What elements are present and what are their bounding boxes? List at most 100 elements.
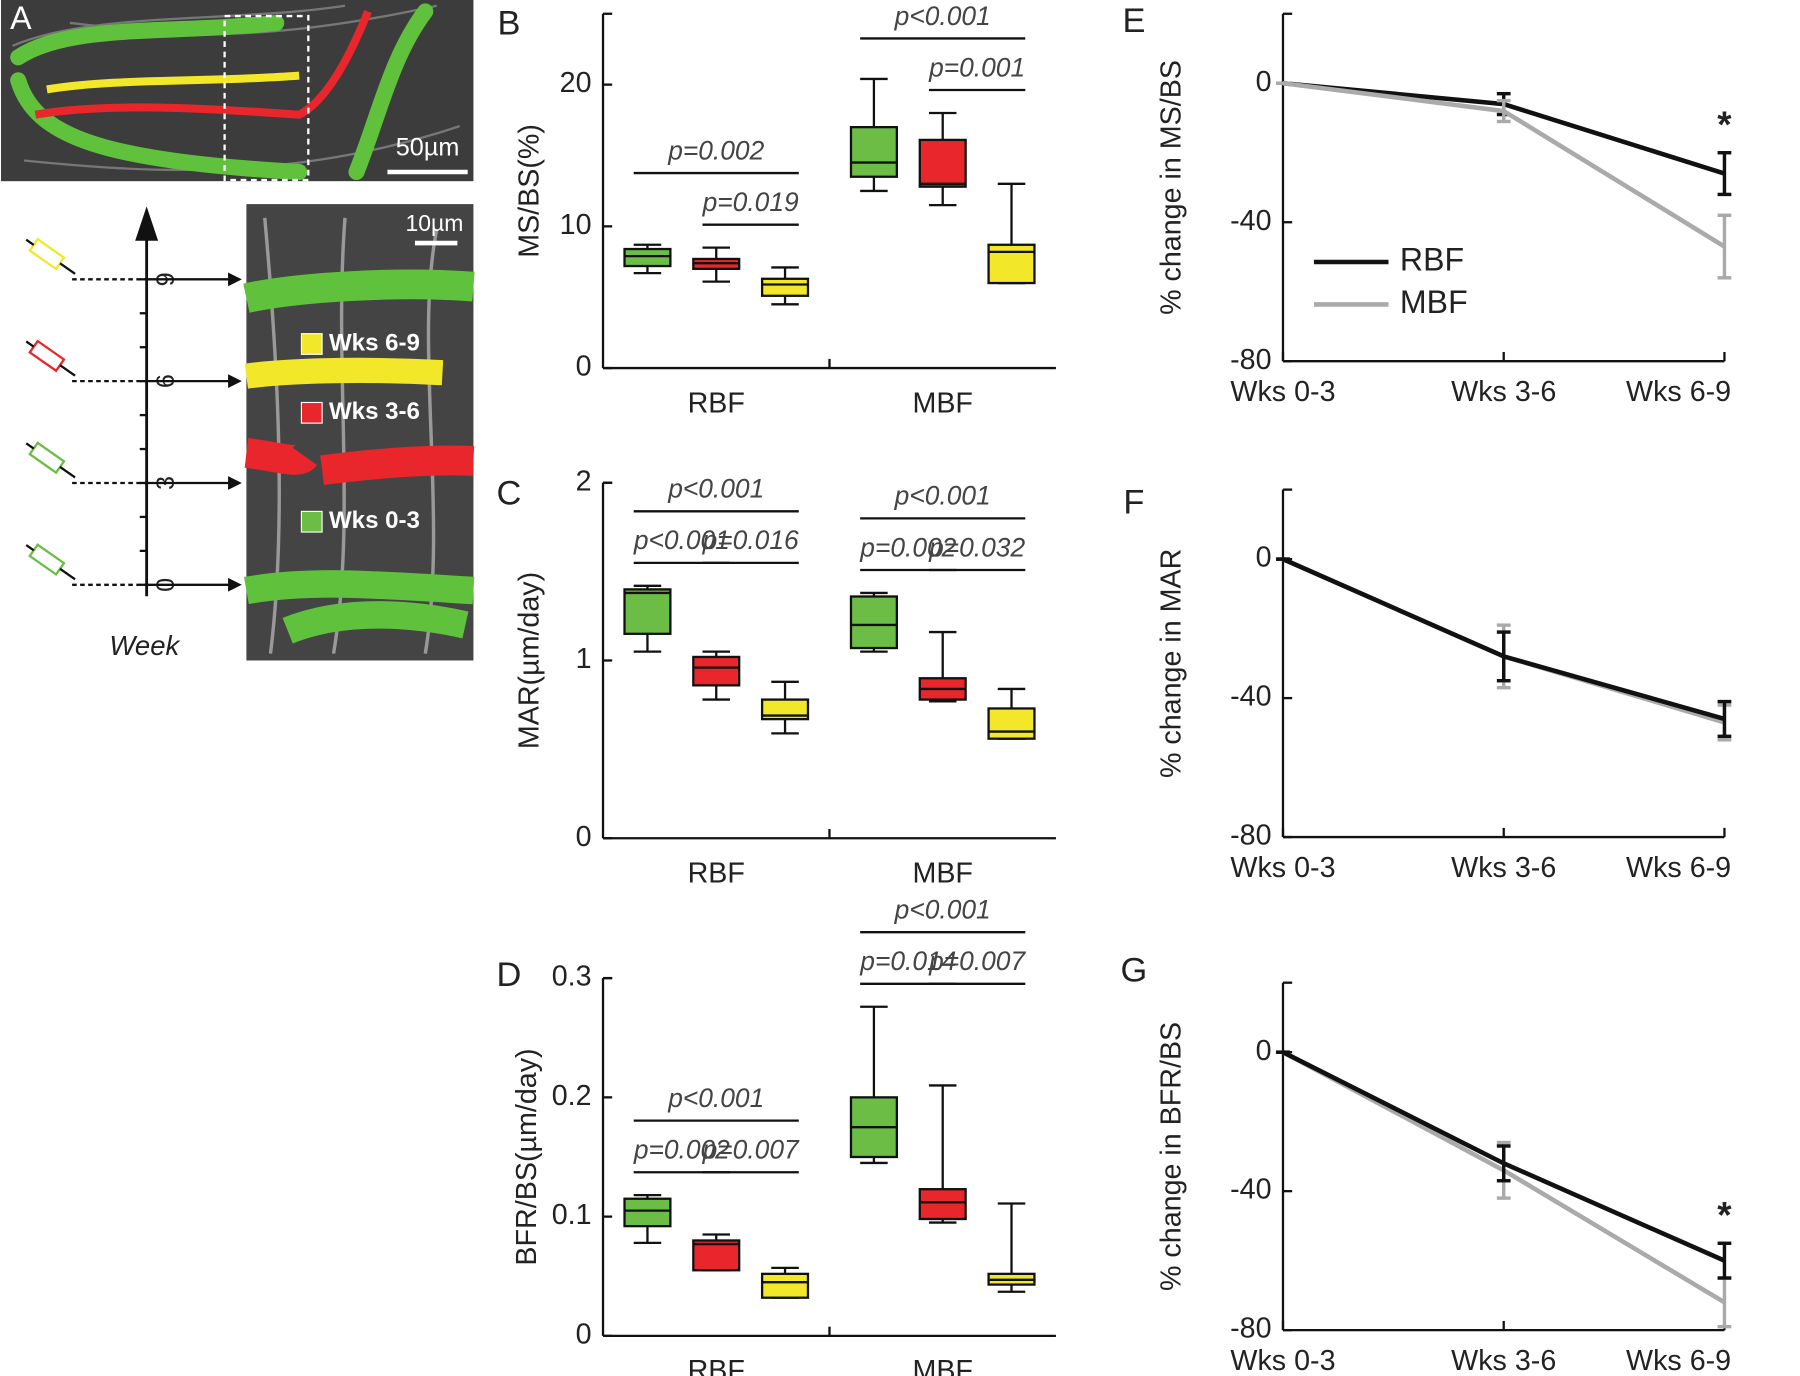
p-value: p<0.001 xyxy=(667,474,764,504)
syringe-needle xyxy=(59,567,76,581)
panel-label: B xyxy=(498,4,521,42)
green-label xyxy=(243,570,475,644)
y-tick-label: 0 xyxy=(1256,1035,1272,1067)
y-axis-label: MS/BS(%) xyxy=(513,124,545,258)
legend-label: Wks 0-3 xyxy=(329,507,420,534)
syringe-plunger xyxy=(25,340,35,348)
p-value: p<0.001 xyxy=(894,1,991,31)
x-tick-label: Wks 0-3 xyxy=(1230,852,1335,884)
x-tick-label: RBF xyxy=(688,857,745,889)
y-tick-label: -80 xyxy=(1230,1313,1271,1345)
box xyxy=(849,595,898,650)
y-tick-label: 20 xyxy=(560,67,592,99)
p-value: p<0.001 xyxy=(894,481,991,511)
scale-label: 50µm xyxy=(396,134,460,162)
y-axis-label: BFR/BS(µm/day) xyxy=(511,1048,543,1265)
panel-label: E xyxy=(1122,2,1145,40)
y-tick-label: 2 xyxy=(576,465,592,497)
p-value: p=0.002 xyxy=(633,1135,730,1165)
legend-label: Wks 3-6 xyxy=(329,398,420,425)
box xyxy=(760,277,810,297)
p-value: p=0.002 xyxy=(859,532,956,562)
x-tick-label: Wks 3-6 xyxy=(1451,376,1556,408)
green-label xyxy=(243,269,475,313)
p-value: p=0.007 xyxy=(928,946,1026,976)
box xyxy=(623,247,672,268)
red-label xyxy=(244,438,475,485)
box xyxy=(623,588,672,635)
x-tick-label: MBF xyxy=(912,387,973,419)
x-tick-label: Wks 6-9 xyxy=(1626,376,1731,408)
box xyxy=(760,698,810,721)
y-axis-label: % change in MS/BS xyxy=(1155,60,1187,315)
syringe-needle xyxy=(59,262,76,275)
zoom-box xyxy=(223,14,310,182)
syringe-needle xyxy=(59,364,76,377)
y-tick-label: 0.3 xyxy=(552,961,592,993)
x-tick-label: RBF xyxy=(688,387,745,419)
p-value: p=0.019 xyxy=(702,187,799,217)
arrow-head xyxy=(228,374,242,389)
syringe xyxy=(25,543,76,581)
syringe-plunger xyxy=(25,544,35,552)
arrow-head xyxy=(228,272,242,287)
panel-label: A xyxy=(10,0,32,36)
y-tick-label: 0 xyxy=(576,351,592,383)
box xyxy=(918,1188,967,1221)
syringe-body xyxy=(28,237,66,271)
syringe xyxy=(25,237,76,275)
legend-label: MBF xyxy=(1400,284,1468,320)
p-value: p<0.001 xyxy=(894,895,991,925)
y-axis-label: % change in MAR xyxy=(1155,549,1187,778)
y-tick-label: -40 xyxy=(1230,205,1271,237)
y-tick-label: -80 xyxy=(1230,344,1271,376)
box xyxy=(692,1239,741,1272)
syringe xyxy=(25,339,76,377)
p-value: p=0.001 xyxy=(928,52,1025,82)
p-value: p=0.014 xyxy=(859,946,956,976)
y-tick-label: -40 xyxy=(1230,1174,1271,1206)
arrow-head xyxy=(228,577,242,592)
y-tick-label: 1 xyxy=(576,643,592,675)
x-tick-label: MBF xyxy=(912,1355,973,1376)
yellow-label xyxy=(46,71,300,94)
y-tick-label: 10 xyxy=(560,209,592,241)
red-label xyxy=(34,9,372,119)
panel-label: G xyxy=(1121,951,1148,989)
box xyxy=(692,655,741,687)
legend-label: RBF xyxy=(1400,241,1464,277)
x-tick-label: Wks 0-3 xyxy=(1230,376,1335,408)
y-tick-label: 0 xyxy=(1256,66,1272,98)
x-tick-label: Wks 6-9 xyxy=(1626,1345,1731,1376)
panel-label: F xyxy=(1123,484,1144,522)
arrow-head xyxy=(228,476,242,490)
p-value: p=0.016 xyxy=(702,525,799,555)
p-value: p=0.002 xyxy=(667,135,764,165)
y-tick-label: 0 xyxy=(1256,542,1272,574)
y-axis-label: MAR(µm/day) xyxy=(513,572,545,749)
syringe-body xyxy=(28,339,66,373)
y-tick-label: 0 xyxy=(576,1318,592,1350)
syringe-body xyxy=(28,543,66,577)
box xyxy=(623,1197,672,1228)
yellow-label xyxy=(244,357,444,389)
x-tick-label: RBF xyxy=(688,1355,745,1376)
y-axis-label: % change in BFR/BS xyxy=(1155,1022,1187,1291)
x-tick-label: Wks 0-3 xyxy=(1230,1345,1335,1376)
box xyxy=(987,707,1036,740)
panel-label: C xyxy=(497,474,522,512)
x-tick-label: MBF xyxy=(912,857,973,889)
syringe-needle xyxy=(59,466,76,479)
box xyxy=(918,138,967,188)
arrow-head xyxy=(135,206,159,241)
y-tick-label: -40 xyxy=(1230,681,1271,713)
y-tick-label: 0.1 xyxy=(552,1199,592,1231)
legend-swatch xyxy=(300,333,323,355)
y-tick-label: 0.2 xyxy=(552,1080,592,1112)
p-value: p<0.001 xyxy=(667,1083,764,1113)
p-value: p=0.032 xyxy=(928,532,1025,562)
annotation: * xyxy=(1717,104,1732,145)
p-value: p=0.007 xyxy=(702,1135,800,1165)
